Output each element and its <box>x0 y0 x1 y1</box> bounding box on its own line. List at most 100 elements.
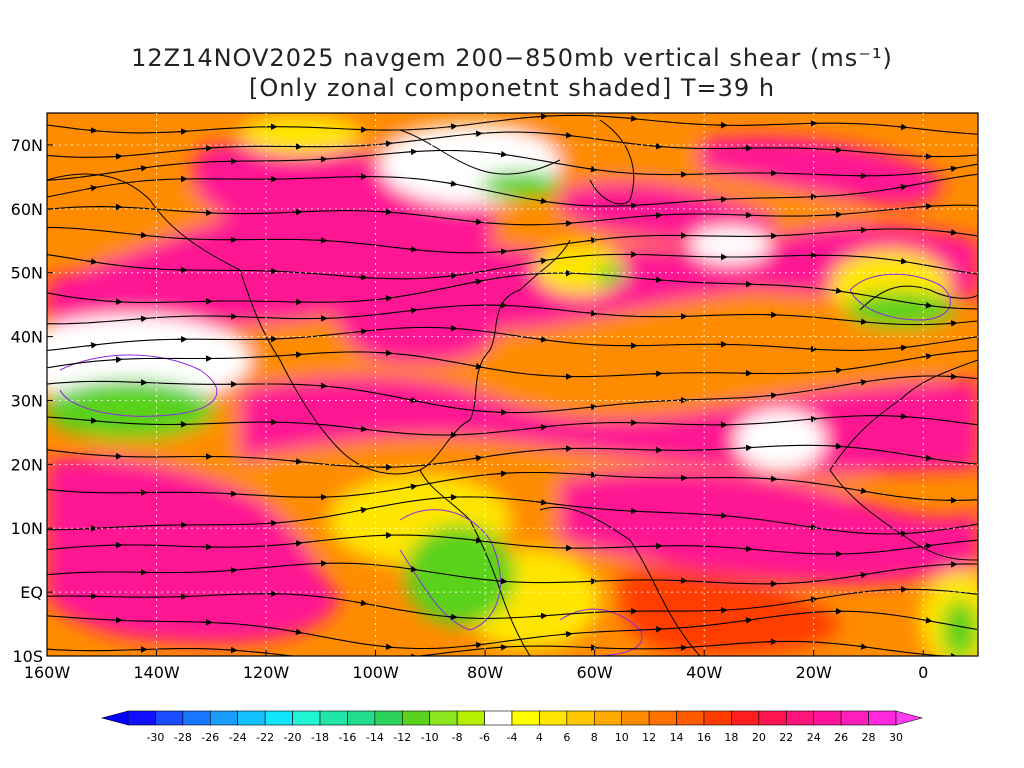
streamline-arrow <box>831 442 843 450</box>
streamline-arrow <box>381 208 393 216</box>
colorbar-swatch <box>731 710 760 726</box>
colorbar-label: -28 <box>174 731 192 744</box>
contour-line <box>399 509 501 631</box>
colorbar-swatch <box>648 710 677 726</box>
colorbar-swatch <box>868 710 897 726</box>
streamline-arrow <box>136 165 148 172</box>
streamline-arrow <box>291 628 303 636</box>
colorbar-swatch <box>621 710 650 726</box>
colorbar-label: 26 <box>834 731 848 744</box>
shear-field <box>47 113 978 656</box>
streamline-arrow <box>586 237 598 244</box>
streamline-arrow <box>381 349 393 357</box>
streamline-arrow <box>226 567 238 574</box>
streamline-arrow <box>586 165 598 173</box>
streamline-arrow <box>356 599 368 607</box>
streamline-arrow <box>856 643 868 650</box>
lon-label: 80W <box>467 663 503 682</box>
colorbar-swatch <box>566 710 595 726</box>
colorbar-label: 20 <box>752 731 766 744</box>
contour-line <box>849 273 951 321</box>
streamline <box>47 226 978 254</box>
field-blob <box>560 469 978 585</box>
colorbar-label: 10 <box>615 731 629 744</box>
streamline-arrow <box>536 257 548 265</box>
colorbar-swatch <box>813 710 842 726</box>
coastline-africa-west <box>829 469 978 561</box>
streamline-arrow <box>921 203 933 210</box>
colorbar-label: -26 <box>201 731 219 744</box>
colorbar-swatch <box>456 710 485 726</box>
streamline-arrow <box>651 142 663 150</box>
streamline-arrow <box>856 318 868 325</box>
streamline-arrow <box>226 646 238 654</box>
coastline-europe <box>859 285 978 311</box>
colorbar-label: -24 <box>229 731 247 744</box>
field-blob <box>192 140 497 252</box>
field-blob <box>480 171 560 199</box>
streamline-arrow <box>406 148 418 156</box>
streamline-arrow <box>291 351 303 358</box>
lat-label: 10S <box>12 647 43 666</box>
field-blob <box>942 600 978 656</box>
streamline-arrow <box>536 499 548 506</box>
streamline <box>47 415 978 436</box>
streamline-arrow <box>496 470 508 477</box>
colorbar-label: -20 <box>284 731 302 744</box>
streamline-arrow <box>741 545 753 553</box>
streamline-arrow <box>471 537 483 544</box>
colorbar-label: 12 <box>642 731 656 744</box>
streamline-arrow <box>561 131 573 139</box>
colorbar-swatch <box>127 710 156 726</box>
streamline-arrow <box>651 276 663 283</box>
lon-label: 100W <box>352 663 399 682</box>
colorbar-swatch <box>785 710 815 726</box>
field-blob <box>405 525 515 625</box>
streamline-arrow <box>471 278 483 286</box>
streamline <box>47 253 978 280</box>
lat-label: 60N <box>11 200 43 219</box>
colorbar-swatch <box>676 710 705 726</box>
colorbar-label: -4 <box>507 731 518 744</box>
streamline-arrow <box>716 512 728 519</box>
streamline-arrow <box>561 220 573 227</box>
streamline-arrow <box>86 342 98 349</box>
streamline-arrow <box>471 362 483 370</box>
streamline <box>47 562 978 585</box>
lat-label: 40N <box>11 328 43 347</box>
streamline <box>47 610 978 650</box>
colorbar-label: 8 <box>591 731 598 744</box>
streamline-arrow <box>471 454 483 462</box>
latitude-labels: 70N 60N 50N 40N 30N 20N 10N EQ 10S <box>11 136 53 666</box>
streamline-arrow <box>406 245 418 253</box>
streamline-arrow <box>446 272 458 280</box>
streamline <box>47 149 978 181</box>
colorbar-label: -16 <box>338 731 356 744</box>
field-blob <box>845 292 955 328</box>
streamline-arrow <box>536 424 548 431</box>
streamline <box>47 640 957 656</box>
streamline-arrow <box>896 123 908 131</box>
streamline <box>47 204 978 226</box>
colorbar-swatch <box>401 710 431 726</box>
field-blob <box>240 115 360 155</box>
coastline-south-america <box>539 506 701 656</box>
streamline-arrow <box>561 630 573 638</box>
streamline <box>47 173 978 207</box>
streamline-arrow <box>856 487 868 494</box>
colorbar-label: -8 <box>452 731 463 744</box>
streamline-arrow <box>201 145 213 152</box>
streamline-arrow <box>356 328 368 335</box>
streamline <box>47 588 978 619</box>
streamline-arrow <box>86 258 98 265</box>
colorbar-swatch <box>155 710 184 726</box>
coastline-greenland <box>589 119 635 205</box>
graticule <box>47 113 978 656</box>
streamline-arrow <box>266 519 278 527</box>
colorbar-swatch <box>182 710 211 726</box>
streamline-arrow <box>86 417 98 424</box>
map-frame <box>46 112 979 657</box>
streamline-arrow <box>896 344 908 352</box>
longitude-labels: 160W 140W 120W 100W 80W 60W 40W 20W 0 <box>24 650 928 682</box>
